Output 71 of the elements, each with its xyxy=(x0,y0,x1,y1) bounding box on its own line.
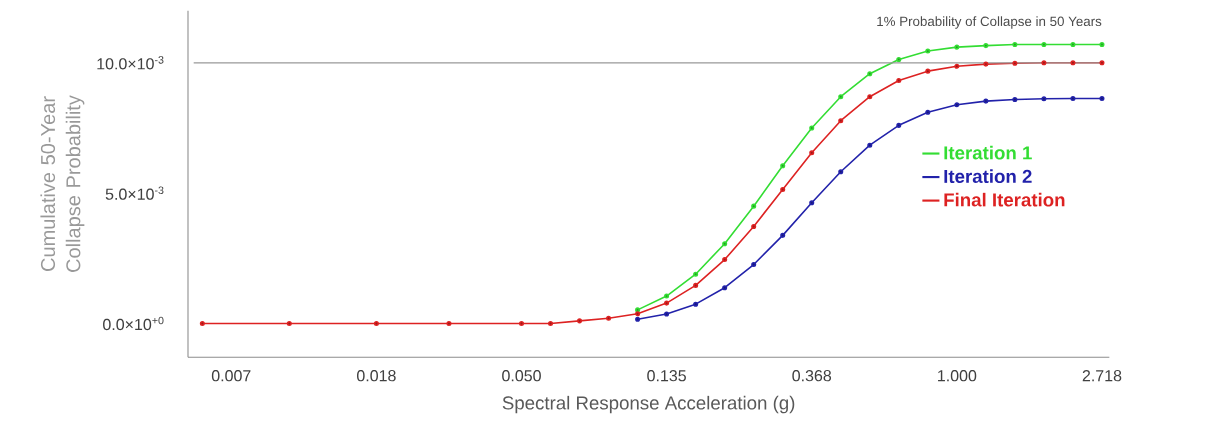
point xyxy=(867,71,873,77)
point xyxy=(1099,60,1105,66)
y-tick-label: 0.0×10$^{+0}$ xyxy=(103,316,164,331)
point xyxy=(1070,60,1076,66)
point xyxy=(1070,95,1076,102)
point xyxy=(838,118,844,124)
point xyxy=(1099,42,1105,48)
point xyxy=(722,241,728,247)
x-tick-label: 0.007 xyxy=(211,370,251,382)
x-tick-label: 2.718 xyxy=(1082,370,1122,382)
point xyxy=(983,43,989,49)
point xyxy=(1070,42,1076,48)
y-tick-label: 10.0×10$^{-3}$ xyxy=(97,56,164,70)
point xyxy=(896,56,902,62)
legend-label: Final Iteration xyxy=(944,192,1065,207)
point xyxy=(548,320,554,326)
point xyxy=(838,169,844,175)
point xyxy=(780,163,786,169)
point xyxy=(664,311,670,317)
point xyxy=(867,94,873,100)
y-axis-title: Cumulative 50-Year Collapse Probability xyxy=(40,95,85,272)
x-tick-label: 0.368 xyxy=(792,370,832,382)
point xyxy=(1041,60,1047,66)
legend-label: Iteration 2 xyxy=(944,169,1032,184)
x-tick-label: 0.135 xyxy=(647,370,686,382)
point xyxy=(780,232,786,238)
point xyxy=(809,125,815,131)
point xyxy=(954,63,960,69)
point xyxy=(809,200,815,206)
point xyxy=(635,316,641,322)
point xyxy=(838,94,844,100)
x-tick-label: 1.000 xyxy=(938,370,977,382)
point xyxy=(1099,95,1105,102)
point xyxy=(1012,97,1018,103)
point xyxy=(809,150,815,156)
point xyxy=(780,186,786,193)
point xyxy=(751,262,757,268)
y-tick-label: 5.0×10$^{-3}$ xyxy=(105,186,164,200)
point xyxy=(606,315,612,321)
point xyxy=(925,68,931,74)
point xyxy=(983,61,989,67)
point xyxy=(1012,42,1018,48)
x-tick-label: 0.018 xyxy=(357,370,396,382)
x-axis-title: Spectral Response Acceleration (g) xyxy=(502,395,795,414)
point xyxy=(664,300,670,306)
point xyxy=(1041,96,1047,102)
point xyxy=(925,48,931,54)
point xyxy=(925,109,931,115)
point xyxy=(693,282,699,288)
point xyxy=(867,142,873,148)
point xyxy=(635,307,641,313)
point xyxy=(722,285,728,291)
point xyxy=(518,320,525,326)
point xyxy=(751,223,757,230)
ref-line-label: 1% Probability of Collapse in 50 Years xyxy=(877,16,1102,29)
point xyxy=(896,77,902,84)
point xyxy=(693,271,699,277)
point xyxy=(722,257,728,263)
point xyxy=(1012,60,1018,66)
point xyxy=(954,102,960,108)
point xyxy=(577,318,583,324)
point xyxy=(896,122,902,128)
point xyxy=(954,44,960,50)
point xyxy=(1041,42,1047,48)
point xyxy=(751,203,757,209)
x-tick-label: 0.050 xyxy=(502,370,541,382)
legend-label: Iteration 1 xyxy=(944,145,1032,160)
point xyxy=(635,311,641,317)
point xyxy=(693,301,699,307)
point xyxy=(664,293,670,299)
point xyxy=(983,98,989,104)
